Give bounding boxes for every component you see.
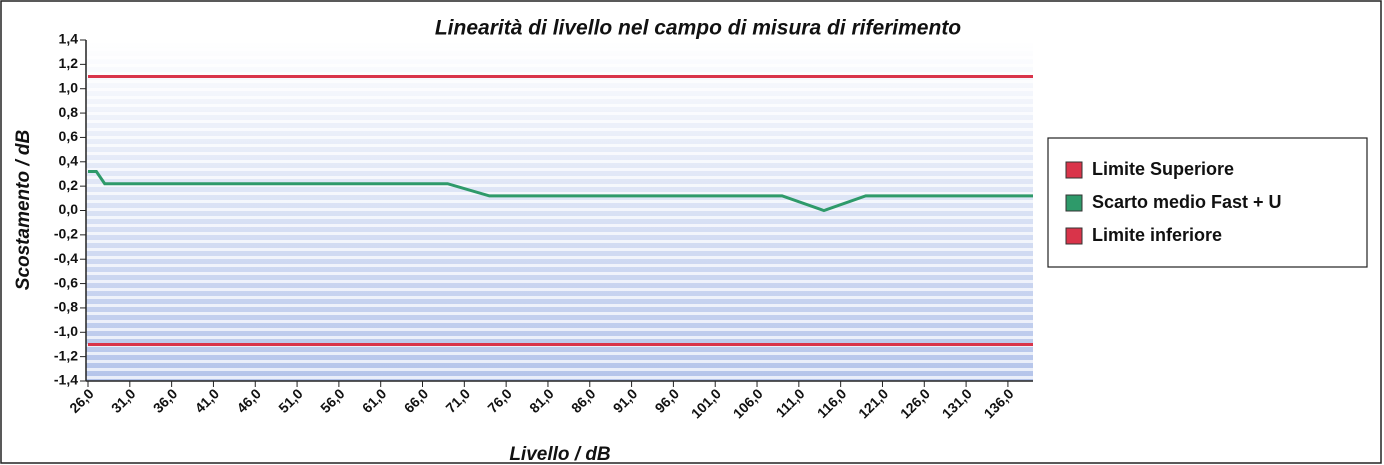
x-axis-label: Livello / dB bbox=[509, 444, 611, 465]
y-tick-label: 0,4 bbox=[59, 152, 79, 168]
y-tick-label: -0,6 bbox=[54, 274, 78, 290]
y-tick-label: 0,6 bbox=[59, 128, 79, 144]
chart-title: Linearità di livello nel campo di misura… bbox=[435, 17, 961, 40]
y-tick-label: 1,0 bbox=[59, 79, 79, 95]
y-tick-label: 0,8 bbox=[59, 104, 79, 120]
y-tick-label: -0,4 bbox=[54, 250, 78, 266]
y-tick-label: 1,4 bbox=[59, 31, 79, 47]
y-tick-label: -0,8 bbox=[54, 299, 78, 315]
legend-swatch bbox=[1065, 227, 1083, 245]
legend bbox=[1047, 137, 1368, 268]
y-tick-label: -1,0 bbox=[54, 323, 78, 339]
legend-swatch bbox=[1065, 194, 1083, 212]
legend-label: Scarto medio Fast + U bbox=[1092, 192, 1282, 212]
legend-label: Limite Superiore bbox=[1092, 159, 1234, 179]
series-line bbox=[88, 170, 1033, 213]
y-tick-label: 0,2 bbox=[59, 177, 79, 193]
y-axis-label: Scostamento / dB bbox=[13, 129, 34, 290]
y-tick-label: 0,0 bbox=[59, 201, 79, 217]
y-tick-label: -0,2 bbox=[54, 226, 78, 242]
y-tick-label: -1,2 bbox=[54, 347, 78, 363]
plot-stripes bbox=[86, 40, 1033, 381]
y-tick-label: -1,4 bbox=[54, 372, 78, 388]
legend-swatch bbox=[1065, 161, 1083, 179]
legend-label: Limite inferiore bbox=[1092, 225, 1222, 245]
y-tick-label: 1,2 bbox=[59, 55, 79, 71]
